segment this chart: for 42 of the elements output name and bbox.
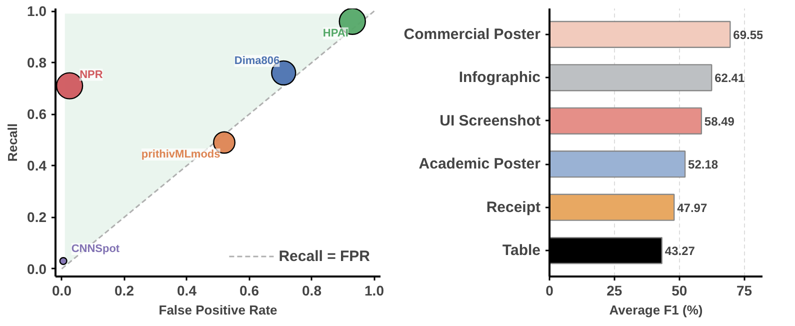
data-label: 69.55 [733,28,764,42]
series-label: Dima806 [234,54,280,67]
x-tick-label: 0.2 [114,282,134,298]
legend-label: Recall = FPR [278,248,370,264]
series-label: prithivMLmods [141,148,220,160]
y-tick-label: 0.6 [27,106,47,122]
x-tick-label: 0.8 [302,282,322,298]
x-axis-title: Average F1 (%) [609,302,703,318]
series-label: CNNSpot [71,243,120,256]
y-tick-label: 0.4 [27,158,47,174]
bar [550,20,731,48]
y-tick-label: 0.8 [27,54,47,71]
x-axis-title: False Positive Rate [158,302,278,318]
x-tick-label: 0.6 [240,282,260,298]
bar [550,107,702,134]
y-tick-label: Receipt [486,198,541,216]
series-label: HPAI [322,27,348,40]
bar [550,150,686,178]
x-tick-label: 25 [606,282,622,298]
y-tick-label: UI Screenshot [440,112,541,130]
y-tick-label: Academic Poster [418,156,541,173]
x-tick-label: 50 [672,282,688,298]
y-tick-label: 0.2 [27,209,47,226]
y-tick-label: Commercial Poster [404,26,541,43]
y-tick-label: 0.0 [27,260,47,277]
data-label: 58.49 [704,114,735,128]
data-label: 47.97 [677,200,708,215]
data-label: 52.18 [688,158,718,172]
x-tick-label: 0.4 [177,282,197,298]
data-label: 62.41 [714,71,745,86]
y-tick-label: Table [502,242,541,260]
x-tick-label: 0 [546,282,554,298]
series-label: NPR [80,68,103,81]
data-label: 43.27 [664,244,696,258]
bar [550,194,675,221]
y-axis-title: Recall [5,123,20,162]
y-tick-label: 1.0 [27,3,47,20]
y-tick-label: Infographic [458,69,541,86]
bar [550,64,712,92]
x-tick-label: 1.0 [364,282,384,298]
x-tick-label: 75 [736,282,752,298]
x-tick-label: 0.0 [52,282,72,298]
